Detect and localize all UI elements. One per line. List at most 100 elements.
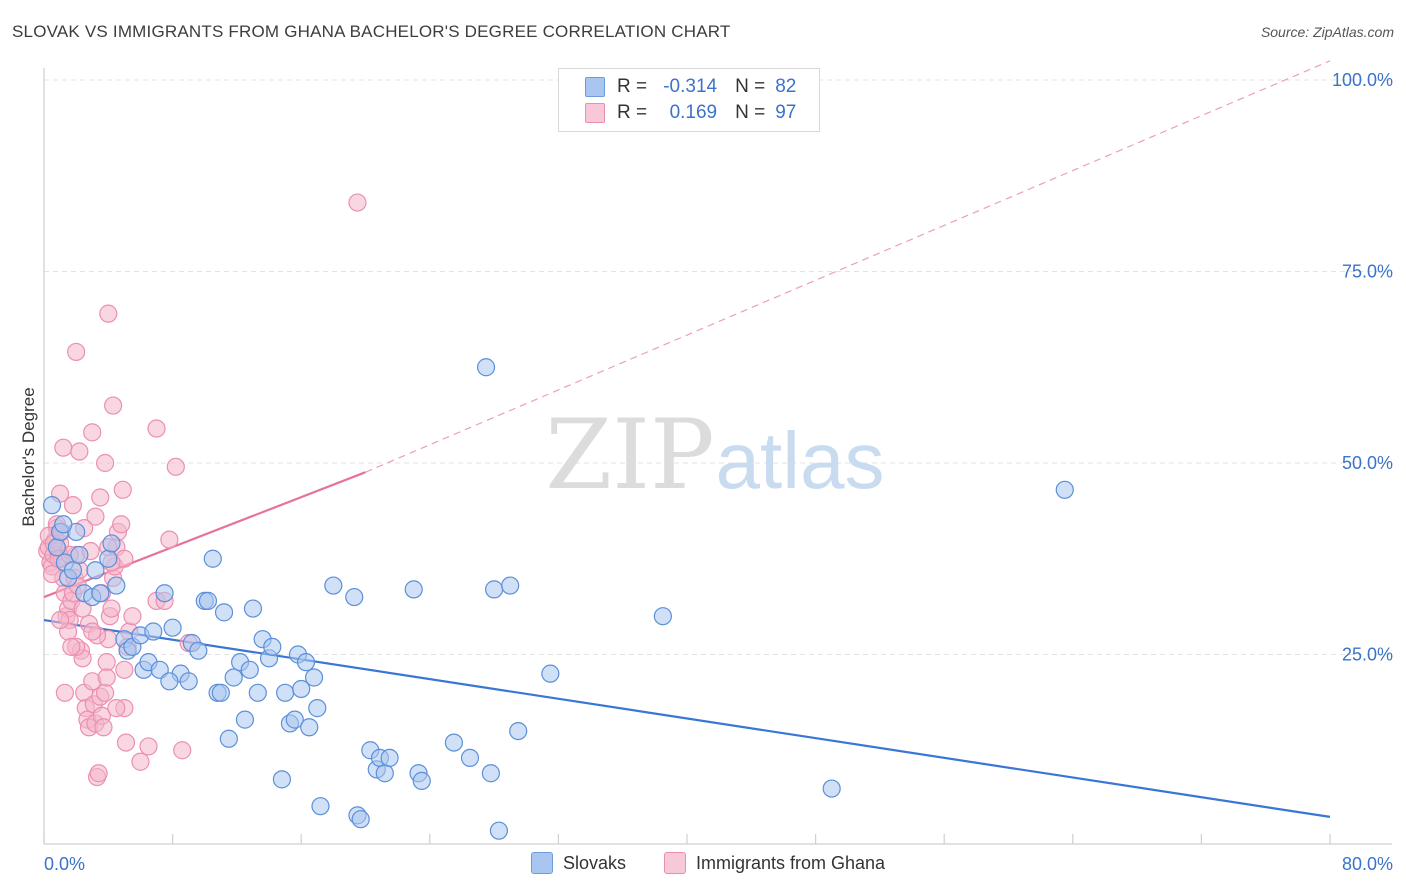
y-axis-title: Bachelor's Degree: [19, 387, 38, 526]
data-point-ghana: [348, 193, 367, 212]
data-point-slovaks: [248, 683, 267, 702]
data-point-slovaks: [47, 538, 66, 557]
axes: [43, 68, 1392, 845]
data-point-slovaks: [1055, 480, 1074, 499]
axis-labels: 25.0% 50.0% 75.0% 100.0% 0.0% 80.0%: [44, 70, 1393, 874]
y-tick-label: 50.0%: [1342, 453, 1393, 473]
data-point-slovaks: [276, 683, 295, 702]
series-legend-slovaks[interactable]: Slovaks: [531, 852, 626, 874]
data-point-slovaks: [822, 779, 841, 798]
data-point-ghana: [99, 304, 118, 323]
data-point-slovaks: [198, 591, 218, 610]
data-point-slovaks: [308, 699, 327, 718]
trend-line-slovaks: [43, 618, 1331, 818]
data-point-slovaks: [481, 764, 500, 783]
data-point-ghana: [104, 396, 123, 415]
data-point-slovaks: [86, 561, 105, 580]
data-point-slovaks: [292, 679, 311, 699]
data-point-ghana: [102, 599, 121, 618]
data-point-slovaks: [311, 797, 330, 816]
data-point-ghana: [95, 683, 115, 702]
data-point-ghana: [166, 457, 185, 476]
data-point-ghana: [131, 752, 150, 771]
data-point-slovaks: [351, 810, 370, 829]
data-point-slovaks: [203, 549, 222, 568]
data-point-slovaks: [102, 534, 121, 553]
data-point-slovaks: [263, 637, 282, 656]
data-point-slovaks: [345, 587, 364, 607]
legend-swatch-ghana: [585, 103, 605, 123]
data-point-ghana: [107, 699, 126, 718]
series-legend: Slovaks Immigrants from Ghana: [0, 852, 1406, 878]
data-point-slovaks: [63, 561, 83, 580]
data-point-ghana: [116, 733, 136, 752]
series-slovaks-points: [42, 358, 1074, 840]
data-point-ghana: [70, 442, 89, 461]
watermark-atlas: atlas: [716, 416, 885, 505]
data-point-slovaks: [509, 721, 528, 741]
data-point-ghana: [139, 737, 158, 756]
watermark-zip: ZIP: [545, 399, 714, 511]
series-legend-label-ghana: Immigrants from Ghana: [696, 852, 886, 873]
data-point-ghana: [86, 507, 105, 526]
legend-swatch-slovaks: [585, 77, 605, 97]
data-point-ghana: [54, 438, 73, 457]
data-point-slovaks: [235, 710, 255, 729]
data-point-slovaks: [214, 603, 234, 622]
legend-row-slovaks: R = -0.314 N = 82: [585, 75, 796, 99]
data-point-ghana: [89, 764, 108, 783]
data-point-slovaks: [324, 576, 343, 595]
series-legend-swatch-ghana: [664, 852, 686, 874]
data-point-ghana: [113, 480, 132, 499]
data-point-ghana: [123, 607, 142, 626]
trend-line-ghana-extension: [365, 60, 1331, 473]
data-point-slovaks: [219, 729, 238, 748]
series-legend-ghana[interactable]: Immigrants from Ghana: [664, 852, 885, 874]
data-point-slovaks: [285, 710, 304, 729]
data-point-slovaks: [70, 545, 89, 565]
y-tick-label: 100.0%: [1332, 70, 1393, 90]
data-point-slovaks: [300, 718, 319, 737]
data-point-ghana: [95, 453, 115, 473]
source-label: Source: ZipAtlas.com: [1260, 24, 1394, 40]
data-point-ghana: [173, 741, 192, 760]
data-point-slovaks: [144, 622, 163, 641]
data-point-ghana: [83, 622, 102, 641]
legend-n-label: N =: [735, 102, 766, 123]
data-point-slovaks: [54, 515, 73, 534]
data-point-slovaks: [375, 764, 394, 783]
data-point-slovaks: [501, 576, 520, 595]
data-point-ghana: [112, 515, 131, 534]
data-point-slovaks: [541, 664, 560, 683]
data-point-slovaks: [304, 668, 324, 687]
data-point-ghana: [97, 668, 116, 687]
legend-row-ghana: R = 0.169 N = 97: [585, 101, 796, 125]
data-point-ghana: [67, 342, 86, 362]
legend-r-label: R =: [617, 76, 648, 97]
series-legend-label-slovaks: Slovaks: [563, 852, 627, 873]
data-point-slovaks: [155, 584, 174, 603]
legend-n-value-ghana: 97: [775, 102, 797, 123]
chart-title: SLOVAK VS IMMIGRANTS FROM GHANA BACHELOR…: [12, 22, 731, 41]
series-legend-swatch-slovaks: [531, 852, 553, 874]
legend-n-value-slovaks: 82: [775, 76, 797, 97]
data-point-slovaks: [163, 618, 182, 637]
data-point-slovaks: [240, 660, 259, 679]
data-point-ghana: [160, 530, 179, 549]
data-point-slovaks: [412, 771, 431, 790]
data-point-slovaks: [107, 576, 126, 595]
data-point-slovaks: [444, 733, 464, 752]
data-point-slovaks: [653, 607, 672, 626]
data-point-slovaks: [243, 599, 263, 618]
data-point-slovaks: [224, 668, 243, 687]
data-point-ghana: [50, 610, 70, 630]
data-point-slovaks: [189, 641, 208, 660]
data-point-slovaks: [476, 358, 496, 377]
data-point-ghana: [147, 419, 166, 438]
data-point-slovaks: [460, 748, 480, 768]
data-point-slovaks: [404, 580, 423, 599]
data-point-slovaks: [160, 672, 179, 691]
legend-r-value-slovaks: -0.314: [663, 76, 718, 97]
series-ghana-points: [38, 193, 367, 787]
